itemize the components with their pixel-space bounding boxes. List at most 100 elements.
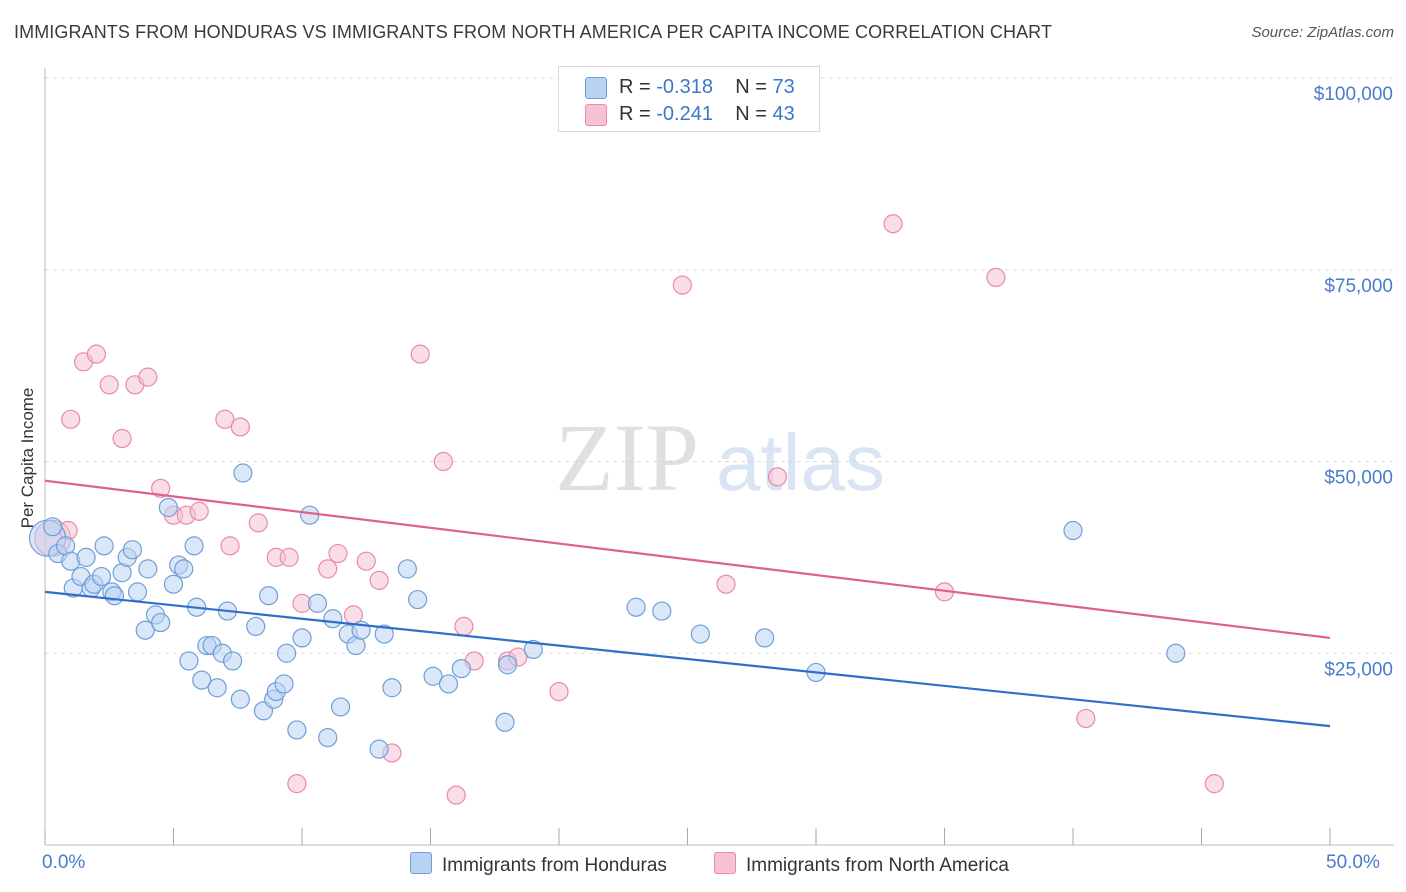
honduras-point <box>626 597 646 617</box>
honduras-point <box>451 658 471 679</box>
honduras-point <box>318 728 338 748</box>
honduras-point <box>174 559 194 579</box>
north-america-point <box>230 417 250 437</box>
north-america-point <box>986 267 1006 288</box>
honduras-point <box>246 616 266 637</box>
legend-label: Immigrants from North America <box>746 855 1009 876</box>
north-america-point <box>287 774 307 794</box>
honduras-point <box>223 651 243 671</box>
r-value: -0.241 <box>656 103 713 125</box>
blue-swatch-icon <box>585 77 607 99</box>
y-axis-title: Per Capita Income <box>18 387 37 529</box>
honduras-point <box>498 655 518 675</box>
north-america-point <box>215 409 235 429</box>
y-tick-labels: $25,000 $50,000 $75,000 $100,000 <box>1314 84 1393 680</box>
honduras-point <box>258 586 279 606</box>
north-america-point <box>220 536 240 556</box>
correlation-legend: R = -0.318 N = 73 R = -0.241 N = 43 <box>558 66 820 132</box>
honduras-point <box>382 678 402 698</box>
north-america-point <box>1076 708 1096 729</box>
y-tick-label: $75,000 <box>1324 276 1393 297</box>
honduras-point <box>94 536 114 556</box>
honduras-point <box>369 739 389 759</box>
legend-item-north-america: Immigrants from North America <box>714 852 1009 877</box>
blue-swatch-icon <box>410 852 432 874</box>
honduras-point <box>330 697 351 717</box>
honduras-point <box>104 586 124 606</box>
north-america-point <box>248 513 268 533</box>
grid-layer <box>45 77 1394 654</box>
honduras-point <box>274 674 294 694</box>
legend-item-honduras: Immigrants from Honduras <box>410 852 667 877</box>
legend-label: Immigrants from Honduras <box>442 855 667 876</box>
north-america-point <box>138 367 158 387</box>
north-america-point <box>433 451 453 472</box>
north-america-point <box>454 616 474 637</box>
r-label: R = <box>619 103 657 125</box>
honduras-point <box>230 689 250 709</box>
north-america-point <box>883 214 903 234</box>
honduras-point <box>158 497 178 518</box>
honduras-point <box>207 678 227 698</box>
honduras-point <box>374 624 394 644</box>
honduras-point <box>138 559 158 579</box>
y-tick-label: $100,000 <box>1314 84 1393 105</box>
north-america-point <box>767 467 788 487</box>
north-america-point <box>151 478 171 498</box>
honduras-point <box>276 643 297 663</box>
north-america-point <box>446 785 466 805</box>
honduras-point <box>43 517 63 537</box>
honduras-point <box>76 547 96 567</box>
honduras-point <box>408 589 428 610</box>
honduras-point <box>135 620 155 640</box>
honduras-point <box>233 463 253 483</box>
n-label: N = <box>735 76 773 98</box>
r-label: R = <box>619 76 657 98</box>
honduras-point <box>397 559 417 579</box>
honduras-point <box>179 651 199 671</box>
honduras-point <box>652 601 672 621</box>
pink-swatch-icon <box>714 852 736 874</box>
honduras-point <box>163 574 184 594</box>
r-value: -0.318 <box>656 76 713 98</box>
honduras-point <box>127 582 148 602</box>
honduras-point <box>438 674 459 694</box>
north-america-points <box>34 214 1224 805</box>
honduras-point <box>323 609 343 629</box>
x-tick-min: 0.0% <box>42 852 86 873</box>
honduras-point <box>1063 520 1083 541</box>
y-tick-label: $50,000 <box>1324 468 1393 489</box>
honduras-point <box>523 639 543 660</box>
honduras-point <box>495 712 515 732</box>
honduras-trend-line <box>44 590 1331 728</box>
honduras-point <box>300 505 320 525</box>
north-america-point <box>279 547 299 567</box>
north-america-point <box>672 275 692 295</box>
y-tick-label: $25,000 <box>1324 659 1393 680</box>
honduras-point <box>292 628 312 648</box>
honduras-point <box>1166 643 1186 663</box>
north-america-point <box>356 551 376 571</box>
honduras-point <box>184 536 204 556</box>
north-america-point <box>549 681 569 702</box>
honduras-point <box>91 566 112 587</box>
honduras-point <box>151 612 171 633</box>
north-america-point <box>99 375 119 395</box>
honduras-point <box>192 670 212 690</box>
honduras-point <box>122 540 142 560</box>
north-america-point <box>61 409 81 429</box>
n-label: N = <box>735 103 773 125</box>
north-america-point <box>1204 774 1224 794</box>
north-america-point <box>369 570 389 590</box>
watermark-zip: ZIP <box>555 404 699 511</box>
honduras-point <box>754 628 775 648</box>
honduras-point <box>423 666 443 686</box>
honduras-point <box>307 593 328 613</box>
north-america-point <box>716 574 736 594</box>
honduras-point <box>287 720 307 740</box>
chart-title: IMMIGRANTS FROM HONDURAS VS IMMIGRANTS F… <box>14 22 1053 42</box>
north-america-point <box>86 344 107 364</box>
north-america-trend-line <box>44 479 1331 640</box>
north-america-point <box>328 543 348 564</box>
